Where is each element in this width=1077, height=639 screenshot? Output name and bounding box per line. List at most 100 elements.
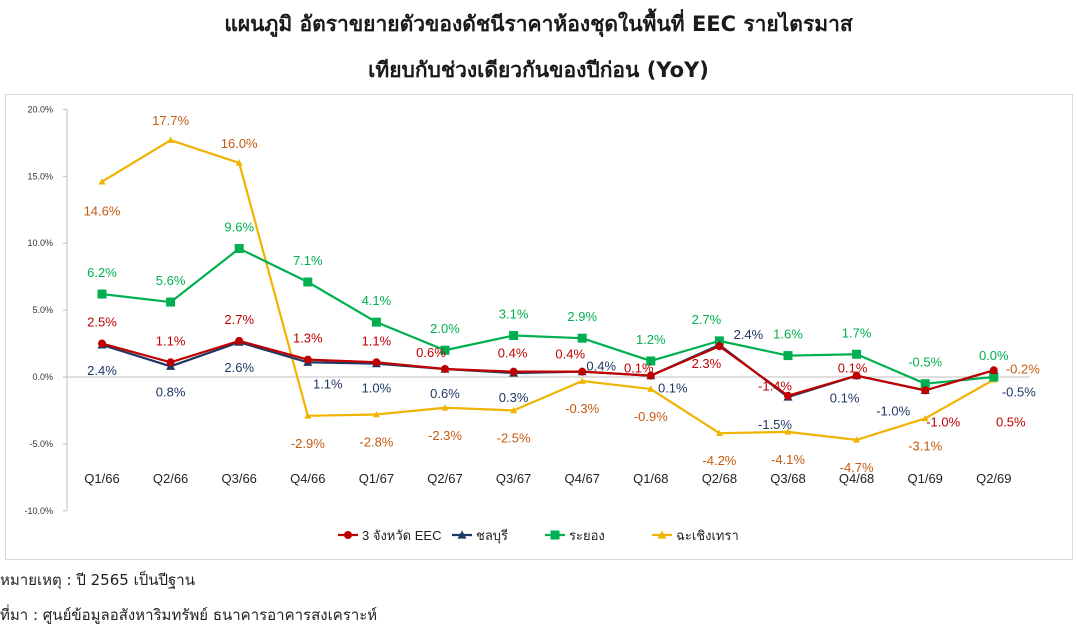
data-label: -2.9% [291, 436, 325, 451]
data-label: 2.4% [87, 363, 117, 378]
x-tick-label: Q1/66 [84, 471, 119, 486]
data-label: -4.7% [840, 460, 874, 475]
data-point-marker [372, 410, 380, 418]
data-label: 2.0% [430, 321, 460, 336]
data-label: -0.5% [908, 355, 942, 370]
data-point-marker [646, 356, 656, 366]
series-line [101, 339, 995, 397]
footnote: หมายเหตุ : ปี 2565 เป็นปีฐาน [0, 571, 195, 589]
x-tick-label: Q2/67 [427, 471, 462, 486]
data-point-marker [166, 297, 176, 307]
data-point-marker [577, 333, 587, 343]
data-label: 0.6% [416, 345, 446, 360]
data-point-marker [509, 331, 519, 341]
chart-data-labels: 2.5%1.1%2.7%1.3% 1.1%0.6% 0.4% 0.4%0.1% 2.3%… [84, 113, 1041, 475]
data-label: 14.6% [84, 204, 121, 219]
data-label: 0.0% [979, 348, 1009, 363]
data-label: 0.1% [830, 391, 860, 406]
legend-label: 3 จังหวัด EEC [362, 528, 441, 543]
data-label: 2.9% [567, 309, 597, 324]
data-point-marker [784, 428, 792, 435]
data-label: -1.0% [876, 403, 910, 418]
data-label: -1.5% [758, 417, 792, 432]
data-label: 2.6% [224, 360, 254, 375]
data-point-marker [166, 358, 175, 367]
data-point-marker [234, 244, 244, 254]
data-point-marker [715, 429, 723, 436]
data-label: 1.1% [313, 376, 343, 391]
legend-marker [550, 530, 560, 540]
chart-title-line1: แผนภูมิ อัตราขยายตัวของดัชนีราคาห้องชุดใ… [224, 12, 853, 36]
data-point-marker [852, 371, 861, 380]
x-tick-label: Q3/66 [221, 471, 256, 486]
x-tick-label: Q4/66 [290, 471, 325, 486]
data-point-marker [920, 379, 930, 389]
x-tick-label: Q4/68 [839, 471, 874, 486]
data-label: 1.1% [362, 333, 392, 348]
data-point-marker [509, 367, 518, 376]
chart-legend: 3 จังหวัด EEC ชลบุรี ระยอง ฉะเชิงเทรา [338, 528, 739, 544]
chart-frame [5, 94, 1073, 560]
chart-title-line2: เทียบกับช่วงเดียวกันของปีก่อน (YoY) [368, 58, 709, 82]
x-tick-label: Q1/67 [359, 471, 394, 486]
data-label: -4.2% [702, 453, 736, 468]
x-tick-label: Q1/68 [633, 471, 668, 486]
data-point-marker [372, 358, 381, 367]
data-label: -4.1% [771, 452, 805, 467]
data-label: 0.5% [996, 414, 1026, 429]
data-label: -0.3% [565, 401, 599, 416]
data-label: 2.7% [224, 312, 254, 327]
y-tick-label: 0.0% [32, 372, 53, 382]
data-point-marker [510, 406, 518, 414]
data-point-marker [783, 351, 793, 361]
y-tick-label: 15.0% [27, 171, 53, 181]
x-tick-label: Q2/68 [702, 471, 737, 486]
data-label: -1.4% [758, 379, 792, 394]
data-point-marker [98, 178, 106, 185]
data-label: 16.0% [221, 136, 258, 151]
y-tick-label: -10.0% [24, 506, 53, 516]
legend-label: ฉะเชิงเทรา [676, 528, 739, 543]
y-tick-label: 10.0% [27, 238, 53, 248]
data-label: 0.4% [498, 346, 528, 361]
data-point-marker [921, 386, 930, 395]
series-line [101, 247, 994, 385]
data-label: 1.0% [362, 381, 392, 396]
data-point-marker [646, 371, 655, 380]
data-point-marker [441, 404, 449, 411]
data-point-marker [578, 367, 587, 376]
data-label: 2.4% [734, 327, 764, 342]
data-label: 6.2% [87, 265, 117, 280]
data-point-marker [921, 414, 929, 422]
data-label: -0.2% [1006, 362, 1040, 377]
legend-label: ระยอง [569, 528, 605, 543]
data-label: -2.3% [428, 428, 462, 443]
data-point-marker [853, 436, 861, 443]
data-label: -2.5% [497, 430, 531, 445]
data-point-marker [304, 412, 312, 419]
source-note: ที่มา : ศูนย์ข้อมูลอสังหาริมทรัพย์ ธนาคา… [0, 606, 378, 624]
chart-series-lines [101, 139, 995, 441]
data-label: 0.4% [586, 359, 616, 374]
y-tick-label: -5.0% [29, 439, 53, 449]
data-point-marker [97, 289, 107, 299]
chart-markers [97, 136, 999, 443]
data-label: -1.0% [926, 414, 960, 429]
x-tick-label: Q3/67 [496, 471, 531, 486]
data-label: 3.1% [499, 307, 529, 322]
data-label: 0.4% [555, 347, 585, 362]
data-label: 0.1% [838, 361, 868, 376]
data-label: 1.7% [842, 325, 872, 340]
data-label: 0.8% [156, 384, 186, 399]
data-label: 0.6% [430, 386, 460, 401]
data-label: 7.1% [293, 253, 323, 268]
data-point-marker [441, 364, 449, 373]
y-tick-label: 20.0% [27, 104, 53, 114]
x-tick-label: Q3/68 [770, 471, 805, 486]
data-label: 2.5% [87, 315, 117, 330]
data-point-marker [98, 339, 106, 348]
x-tick-label: Q4/67 [564, 471, 599, 486]
legend-marker [457, 530, 467, 539]
data-point-marker [167, 136, 175, 143]
legend-marker [344, 531, 352, 539]
